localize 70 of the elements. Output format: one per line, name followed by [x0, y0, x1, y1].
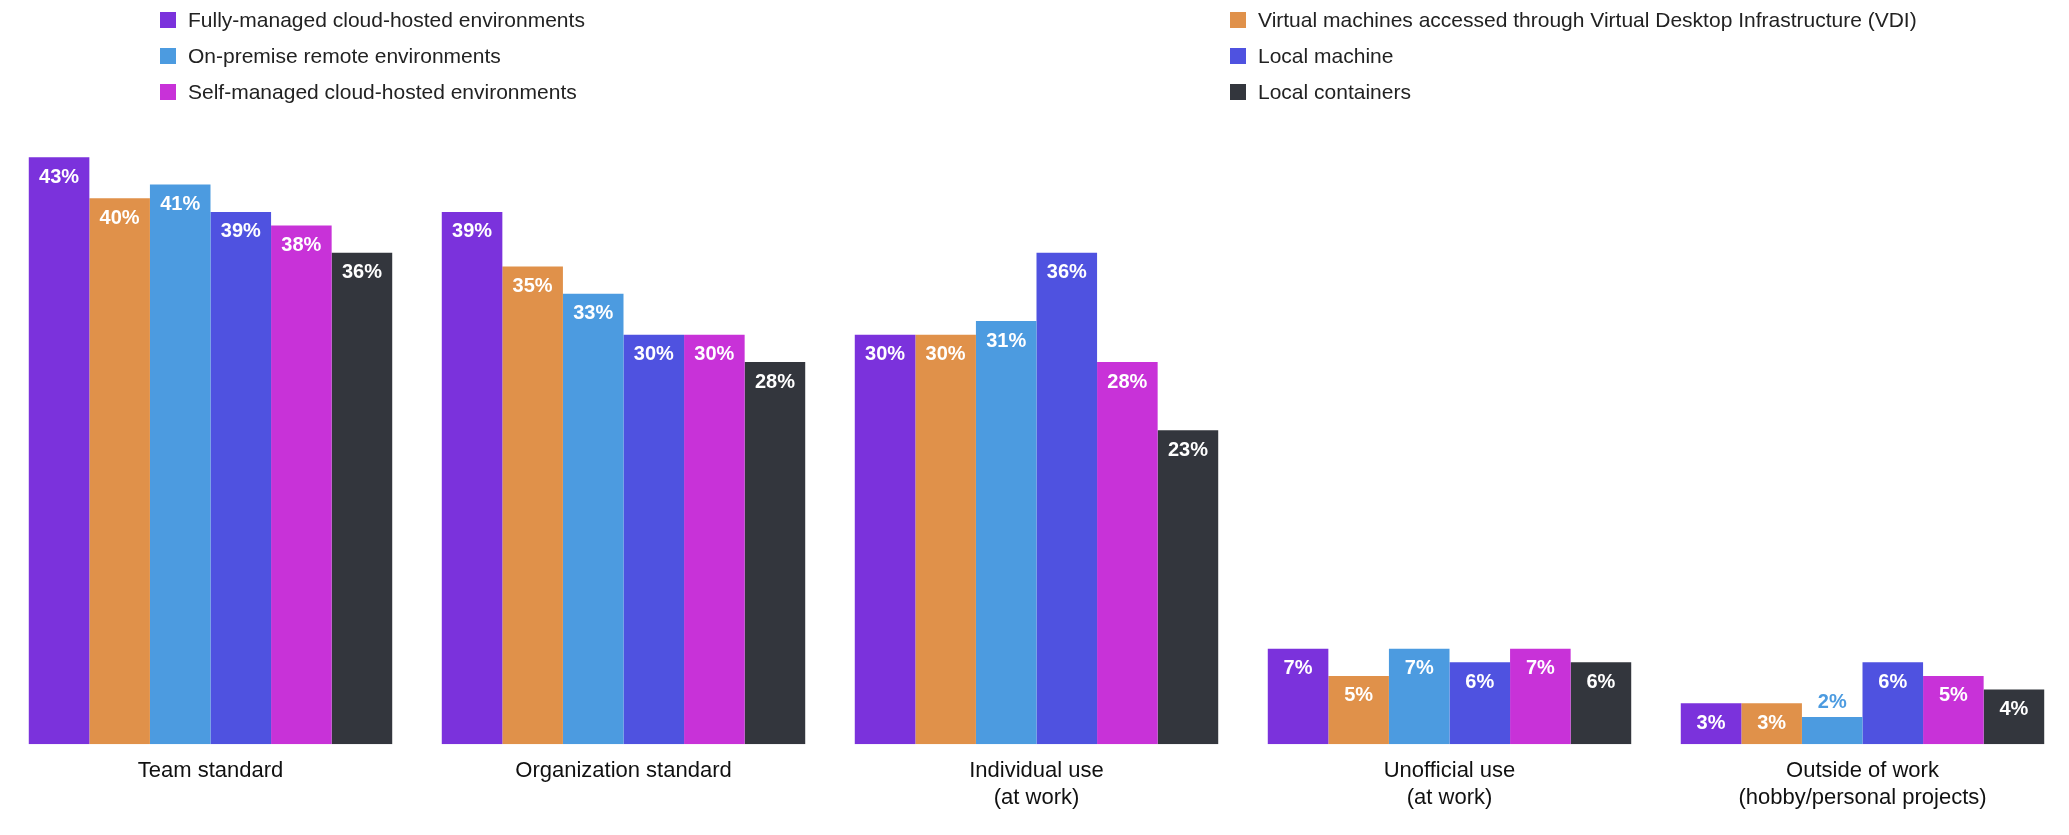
- data-label: 40%: [99, 205, 140, 228]
- data-label: 5%: [1344, 683, 1374, 706]
- x-tick-label: Individual use (at work): [969, 757, 1104, 809]
- data-label: 3%: [1696, 710, 1726, 733]
- bar: [1388, 648, 1450, 745]
- data-label: 30%: [633, 342, 675, 365]
- data-label: 31%: [986, 328, 1027, 351]
- bar: [271, 225, 332, 745]
- bar: [331, 252, 393, 745]
- bar: [744, 362, 806, 745]
- bar: [502, 266, 563, 745]
- bar: [1741, 703, 1802, 745]
- data-label: 28%: [1107, 369, 1148, 392]
- bar: [1983, 689, 2045, 745]
- bar: [1801, 716, 1863, 745]
- bar: [684, 334, 745, 745]
- bar: [1036, 252, 1098, 745]
- bar: [1862, 662, 1924, 745]
- bar: [854, 334, 916, 745]
- bar: [915, 334, 976, 745]
- data-label: 30%: [694, 342, 735, 365]
- legend-label: Fully-managed cloud-hosted environments: [188, 8, 585, 32]
- data-label: 6%: [1586, 669, 1616, 692]
- bar: [1510, 648, 1571, 745]
- x-tick-label: Unofficial use (at work): [1383, 757, 1516, 809]
- data-label: 38%: [281, 233, 322, 256]
- data-label: 23%: [1167, 437, 1209, 460]
- data-label: 7%: [1404, 656, 1434, 679]
- data-label: 30%: [925, 342, 966, 365]
- legend-label: Local containers: [1258, 80, 1411, 104]
- data-label: 35%: [512, 274, 553, 296]
- data-label: 2%: [1817, 690, 1847, 713]
- data-label: 39%: [220, 219, 262, 242]
- data-label: 7%: [1525, 656, 1556, 679]
- bar: [89, 198, 150, 745]
- data-label: 5%: [1938, 683, 1969, 706]
- data-label: 7%: [1283, 656, 1313, 679]
- bar: [210, 211, 272, 745]
- bar: [1267, 648, 1329, 745]
- bar: [1449, 662, 1511, 745]
- data-label: 3%: [1757, 710, 1787, 733]
- data-label: 33%: [573, 301, 614, 324]
- data-label: 28%: [754, 369, 796, 392]
- legend-label: On-premise remote environments: [188, 44, 501, 68]
- x-tick-label: Outside of work (hobby/personal projects): [1738, 757, 1987, 809]
- bar: [623, 334, 685, 745]
- data-label: 41%: [160, 192, 201, 215]
- bar: [1097, 362, 1158, 745]
- legend-label: Local machine: [1258, 44, 1394, 68]
- bar: [975, 321, 1037, 745]
- bar: [1328, 675, 1389, 745]
- x-tick-label: Team standard: [137, 757, 284, 783]
- bar: [441, 211, 503, 745]
- bar: [1570, 662, 1632, 745]
- data-label: 4%: [1999, 697, 2029, 720]
- x-tick-label: Organization standard: [515, 757, 732, 783]
- bar: [1157, 430, 1219, 745]
- legend-label: Virtual machines accessed through Virtual Desktop Infrastructure (VDI): [1258, 8, 1917, 32]
- data-label: 43%: [39, 164, 80, 187]
- bar: [28, 157, 90, 745]
- bar: [149, 184, 211, 745]
- data-label: 6%: [1465, 669, 1495, 692]
- bar: [1923, 675, 1984, 745]
- data-label: 39%: [452, 219, 493, 242]
- data-label: 30%: [865, 342, 906, 365]
- data-label: 6%: [1878, 669, 1908, 692]
- data-label: 36%: [1046, 260, 1088, 283]
- bar: [562, 293, 624, 745]
- legend-label: Self-managed cloud-hosted environments: [188, 80, 577, 104]
- data-label: 36%: [341, 260, 383, 283]
